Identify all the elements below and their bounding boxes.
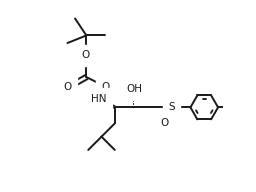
Text: O: O <box>81 50 90 60</box>
Text: O: O <box>63 83 72 93</box>
Text: O: O <box>161 118 169 128</box>
Text: OH: OH <box>127 84 143 94</box>
Text: S: S <box>168 102 175 112</box>
Polygon shape <box>103 99 116 109</box>
Text: HN: HN <box>91 94 106 104</box>
Polygon shape <box>165 107 172 122</box>
Text: O: O <box>101 83 109 93</box>
